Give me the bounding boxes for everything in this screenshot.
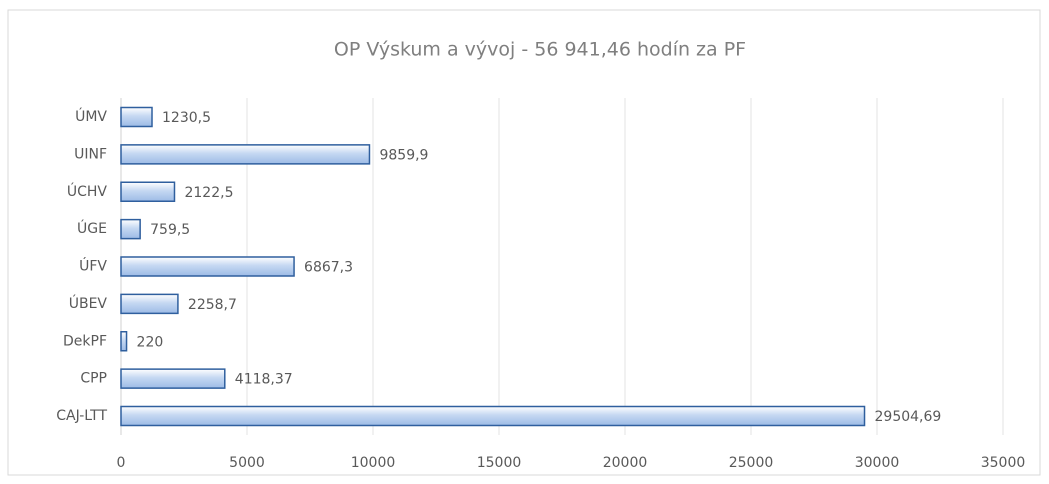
chart-title: OP Výskum a vývoj - 56 941,46 hodín za P… — [334, 39, 746, 61]
y-tick-label: ÚBEV — [69, 294, 108, 312]
value-label: 2122,5 — [184, 185, 233, 201]
x-tick-label: 30000 — [855, 455, 900, 471]
x-tick-label: 20000 — [603, 455, 648, 471]
value-label: 220 — [137, 334, 164, 350]
y-tick-label: ÚGE — [77, 219, 107, 237]
x-tick-label: 5000 — [229, 455, 265, 471]
value-label: 1230,5 — [162, 110, 211, 126]
y-tick-label: CAJ-LTT — [56, 408, 107, 424]
bar — [120, 181, 176, 202]
bar — [120, 331, 128, 352]
value-label: 4118,37 — [235, 372, 293, 388]
bar — [120, 218, 141, 240]
bar — [120, 405, 866, 427]
x-tick-label: 0 — [117, 455, 126, 471]
bar — [120, 256, 295, 277]
x-tick-label: 10000 — [351, 455, 396, 471]
value-label: 2258,7 — [188, 297, 237, 313]
bar — [120, 144, 371, 165]
x-tick-label: 25000 — [729, 455, 774, 471]
bar — [120, 368, 226, 389]
y-tick-label: ÚCHV — [67, 182, 108, 200]
y-tick-label: CPP — [80, 371, 107, 387]
bar — [120, 106, 153, 128]
bar — [120, 293, 179, 315]
x-tick-label: 35000 — [981, 455, 1026, 471]
value-label: 9859,9 — [379, 147, 428, 163]
y-tick-label: ÚMV — [75, 107, 107, 125]
chart-frame — [7, 9, 1041, 476]
y-tick-label: DekPF — [63, 333, 107, 349]
value-label: 759,5 — [150, 222, 190, 238]
y-tick-label: UINF — [74, 146, 107, 162]
value-label: 29504,69 — [875, 409, 942, 425]
value-label: 6867,3 — [304, 260, 353, 276]
y-tick-label: ÚFV — [79, 257, 107, 275]
x-tick-label: 15000 — [477, 455, 522, 471]
